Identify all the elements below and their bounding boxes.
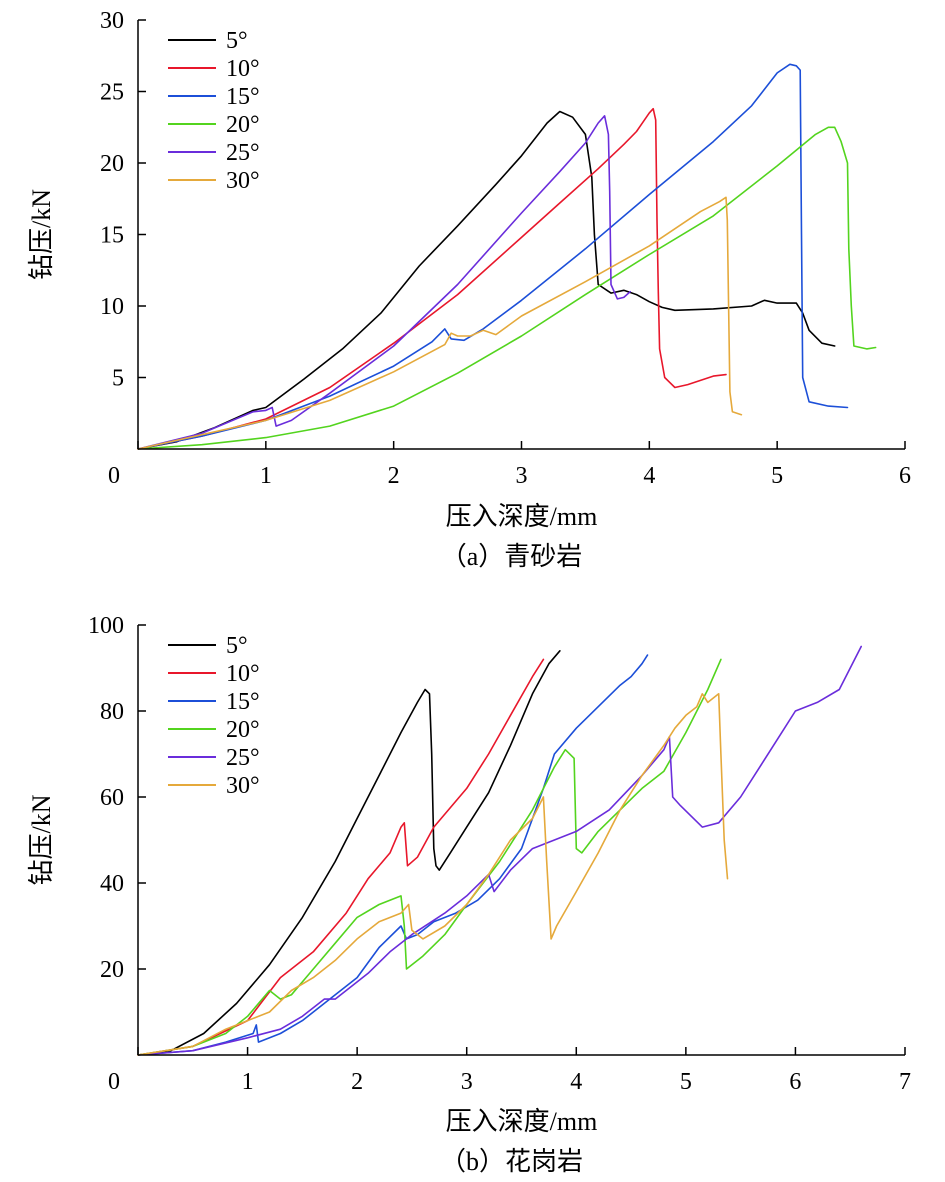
chart-a-legend-label: 20° [226,112,260,138]
chart-a-series-line-3 [137,126,877,450]
chart-b-ytick-label: 80 [100,699,124,725]
chart-a-legend: 5°10°15°20°25°30° [168,28,260,194]
chart-a-ytick-label: 5 [112,366,124,392]
chart-b-legend-label: 25° [226,745,260,771]
chart-b-ytick-label: 100 [88,613,124,639]
chart-a-caption: （a）青砂岩 [441,542,583,571]
chart-b-series-line-1 [137,658,545,1056]
chart-b-xlabel: 压入深度/mm [446,1107,598,1136]
chart-b-xtick-label: 6 [789,1069,801,1095]
chart-b-xtick-label: 1 [242,1069,254,1095]
chart-b-ytick-label: 40 [100,871,124,897]
chart-b-ylabel: 钻压/kN [27,794,56,885]
chart-a-xtick-label: 5 [771,463,783,489]
chart-b-legend-label: 20° [226,717,260,743]
chart-b-series-line-5 [137,693,729,1056]
chart-b-xtick-label: 5 [680,1069,692,1095]
chart-a-ytick-label: 15 [100,223,124,249]
chart-a-ytick-label: 25 [100,80,124,106]
chart-a: 0 1 2 3 4 5 6 5 10 15 20 25 30 5°10°15°20°25°30° 压入深… [27,8,911,571]
chart-a-xtick-label: 6 [899,463,911,489]
chart-a-legend-label: 30° [226,168,260,194]
chart-a-xtick-label: 4 [643,463,655,489]
chart-a-xlabel: 压入深度/mm [446,502,598,531]
chart-b-xtick-label: 2 [351,1069,363,1095]
chart-b-caption: （b）花岗岩 [440,1147,583,1176]
chart-a-ylabel: 钻压/kN [27,189,56,280]
chart-b-series-line-0 [137,650,561,1056]
chart-a-series-line-5 [137,196,743,450]
chart-a-series-line-1 [137,107,727,450]
chart-a-xtick-label: 0 [108,463,120,489]
chart-a-legend-label: 15° [226,84,260,110]
chart-b-xtick-label: 7 [899,1069,911,1095]
chart-a-series-line-0 [137,110,836,450]
chart-b-ytick-label: 60 [100,785,124,811]
chart-b-legend-label: 10° [226,661,260,687]
chart-b-axes [137,625,905,1056]
chart-b-series-line-4 [137,645,862,1056]
chart-b-xtick-label: 3 [461,1069,473,1095]
chart-b-ytick-label: 20 [100,957,124,983]
chart-b-series-line-2 [137,654,649,1056]
chart-a-legend-label: 5° [226,28,248,54]
chart-a-series-line-4 [137,115,631,450]
chart-b-xtick-label: 0 [108,1069,120,1095]
chart-b-xtick-label: 4 [570,1069,582,1095]
chart-a-series-line-2 [137,63,849,450]
chart-a-legend-label: 10° [226,56,260,82]
chart-a-xtick-label: 3 [516,463,528,489]
chart-a-series [137,63,877,450]
chart-b-series [137,645,862,1056]
chart-a-legend-label: 25° [226,140,260,166]
chart-b-ticks: 0 1 2 3 4 5 6 7 20 40 60 80 100 [88,613,911,1095]
chart-a-ticks: 0 1 2 3 4 5 6 5 10 15 20 25 30 [100,8,911,489]
chart-a-ytick-label: 20 [100,151,124,177]
chart-a-xtick-label: 1 [260,463,272,489]
chart-a-ytick-label: 10 [100,294,124,320]
chart-b: 0 1 2 3 4 5 6 7 20 40 60 80 100 5°10°15°20°25°30° 压入… [27,613,911,1176]
chart-b-legend-label: 5° [226,633,248,659]
chart-a-xtick-label: 2 [388,463,400,489]
chart-b-legend: 5°10°15°20°25°30° [168,633,260,799]
chart-b-legend-label: 15° [226,689,260,715]
chart-a-ytick-label: 30 [100,8,124,34]
chart-b-legend-label: 30° [226,773,260,799]
